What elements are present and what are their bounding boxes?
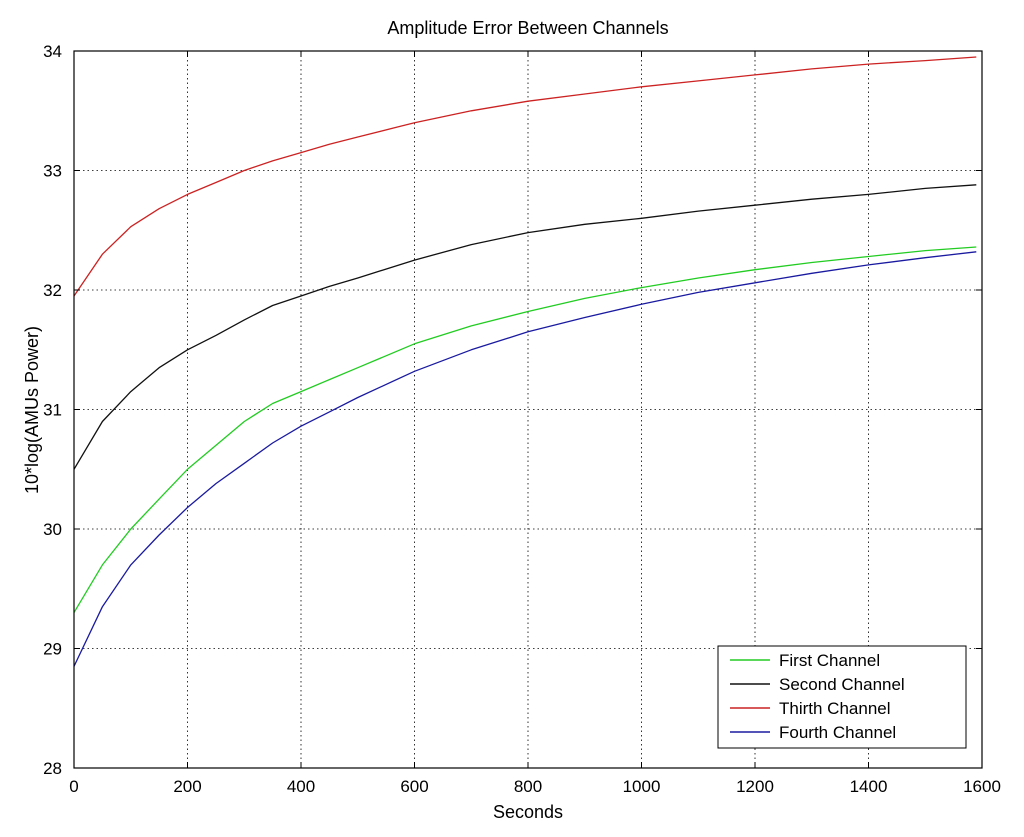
tick-labels: 0 200 400 600 800 1000 1200 1400 1600 28 29 30 31 32 3… bbox=[43, 42, 1001, 796]
legend-box bbox=[717, 645, 967, 749]
legend-label-first-channel: First Channel bbox=[779, 651, 880, 670]
legend: First Channel Second Channel Thirth Chan… bbox=[717, 645, 967, 749]
x-tick-label: 800 bbox=[514, 777, 542, 796]
y-axis-label: 10*log(AMUs Power) bbox=[22, 326, 42, 494]
y-tick-label: 29 bbox=[43, 640, 62, 659]
chart-title: Amplitude Error Between Channels bbox=[387, 18, 668, 38]
series-line-second-channel bbox=[73, 184, 977, 470]
y-tick-label: 31 bbox=[43, 401, 62, 420]
x-tick-label: 1000 bbox=[623, 777, 661, 796]
y-tick-label: 28 bbox=[43, 759, 62, 778]
y-tick-label: 34 bbox=[43, 42, 62, 61]
x-tick-label: 400 bbox=[287, 777, 315, 796]
series-line-first-channel bbox=[73, 246, 977, 613]
legend-label-thirth-channel: Thirth Channel bbox=[779, 699, 891, 718]
series-lines bbox=[73, 56, 977, 667]
x-tick-label: 1400 bbox=[850, 777, 888, 796]
legend-label-second-channel: Second Channel bbox=[779, 675, 905, 694]
x-axis-label: Seconds bbox=[493, 802, 563, 822]
x-tick-label: 1600 bbox=[963, 777, 1001, 796]
series-line-fourth-channel bbox=[73, 251, 977, 667]
x-tick-label: 200 bbox=[173, 777, 201, 796]
x-tick-label: 0 bbox=[69, 777, 78, 796]
y-tick-label: 32 bbox=[43, 281, 62, 300]
series-line-thirth-channel bbox=[73, 56, 977, 297]
x-tick-label: 1200 bbox=[736, 777, 774, 796]
axis-ticks bbox=[73, 50, 983, 769]
y-tick-label: 30 bbox=[43, 520, 62, 539]
x-tick-label: 600 bbox=[400, 777, 428, 796]
legend-label-fourth-channel: Fourth Channel bbox=[779, 723, 896, 742]
y-tick-label: 33 bbox=[43, 162, 62, 181]
